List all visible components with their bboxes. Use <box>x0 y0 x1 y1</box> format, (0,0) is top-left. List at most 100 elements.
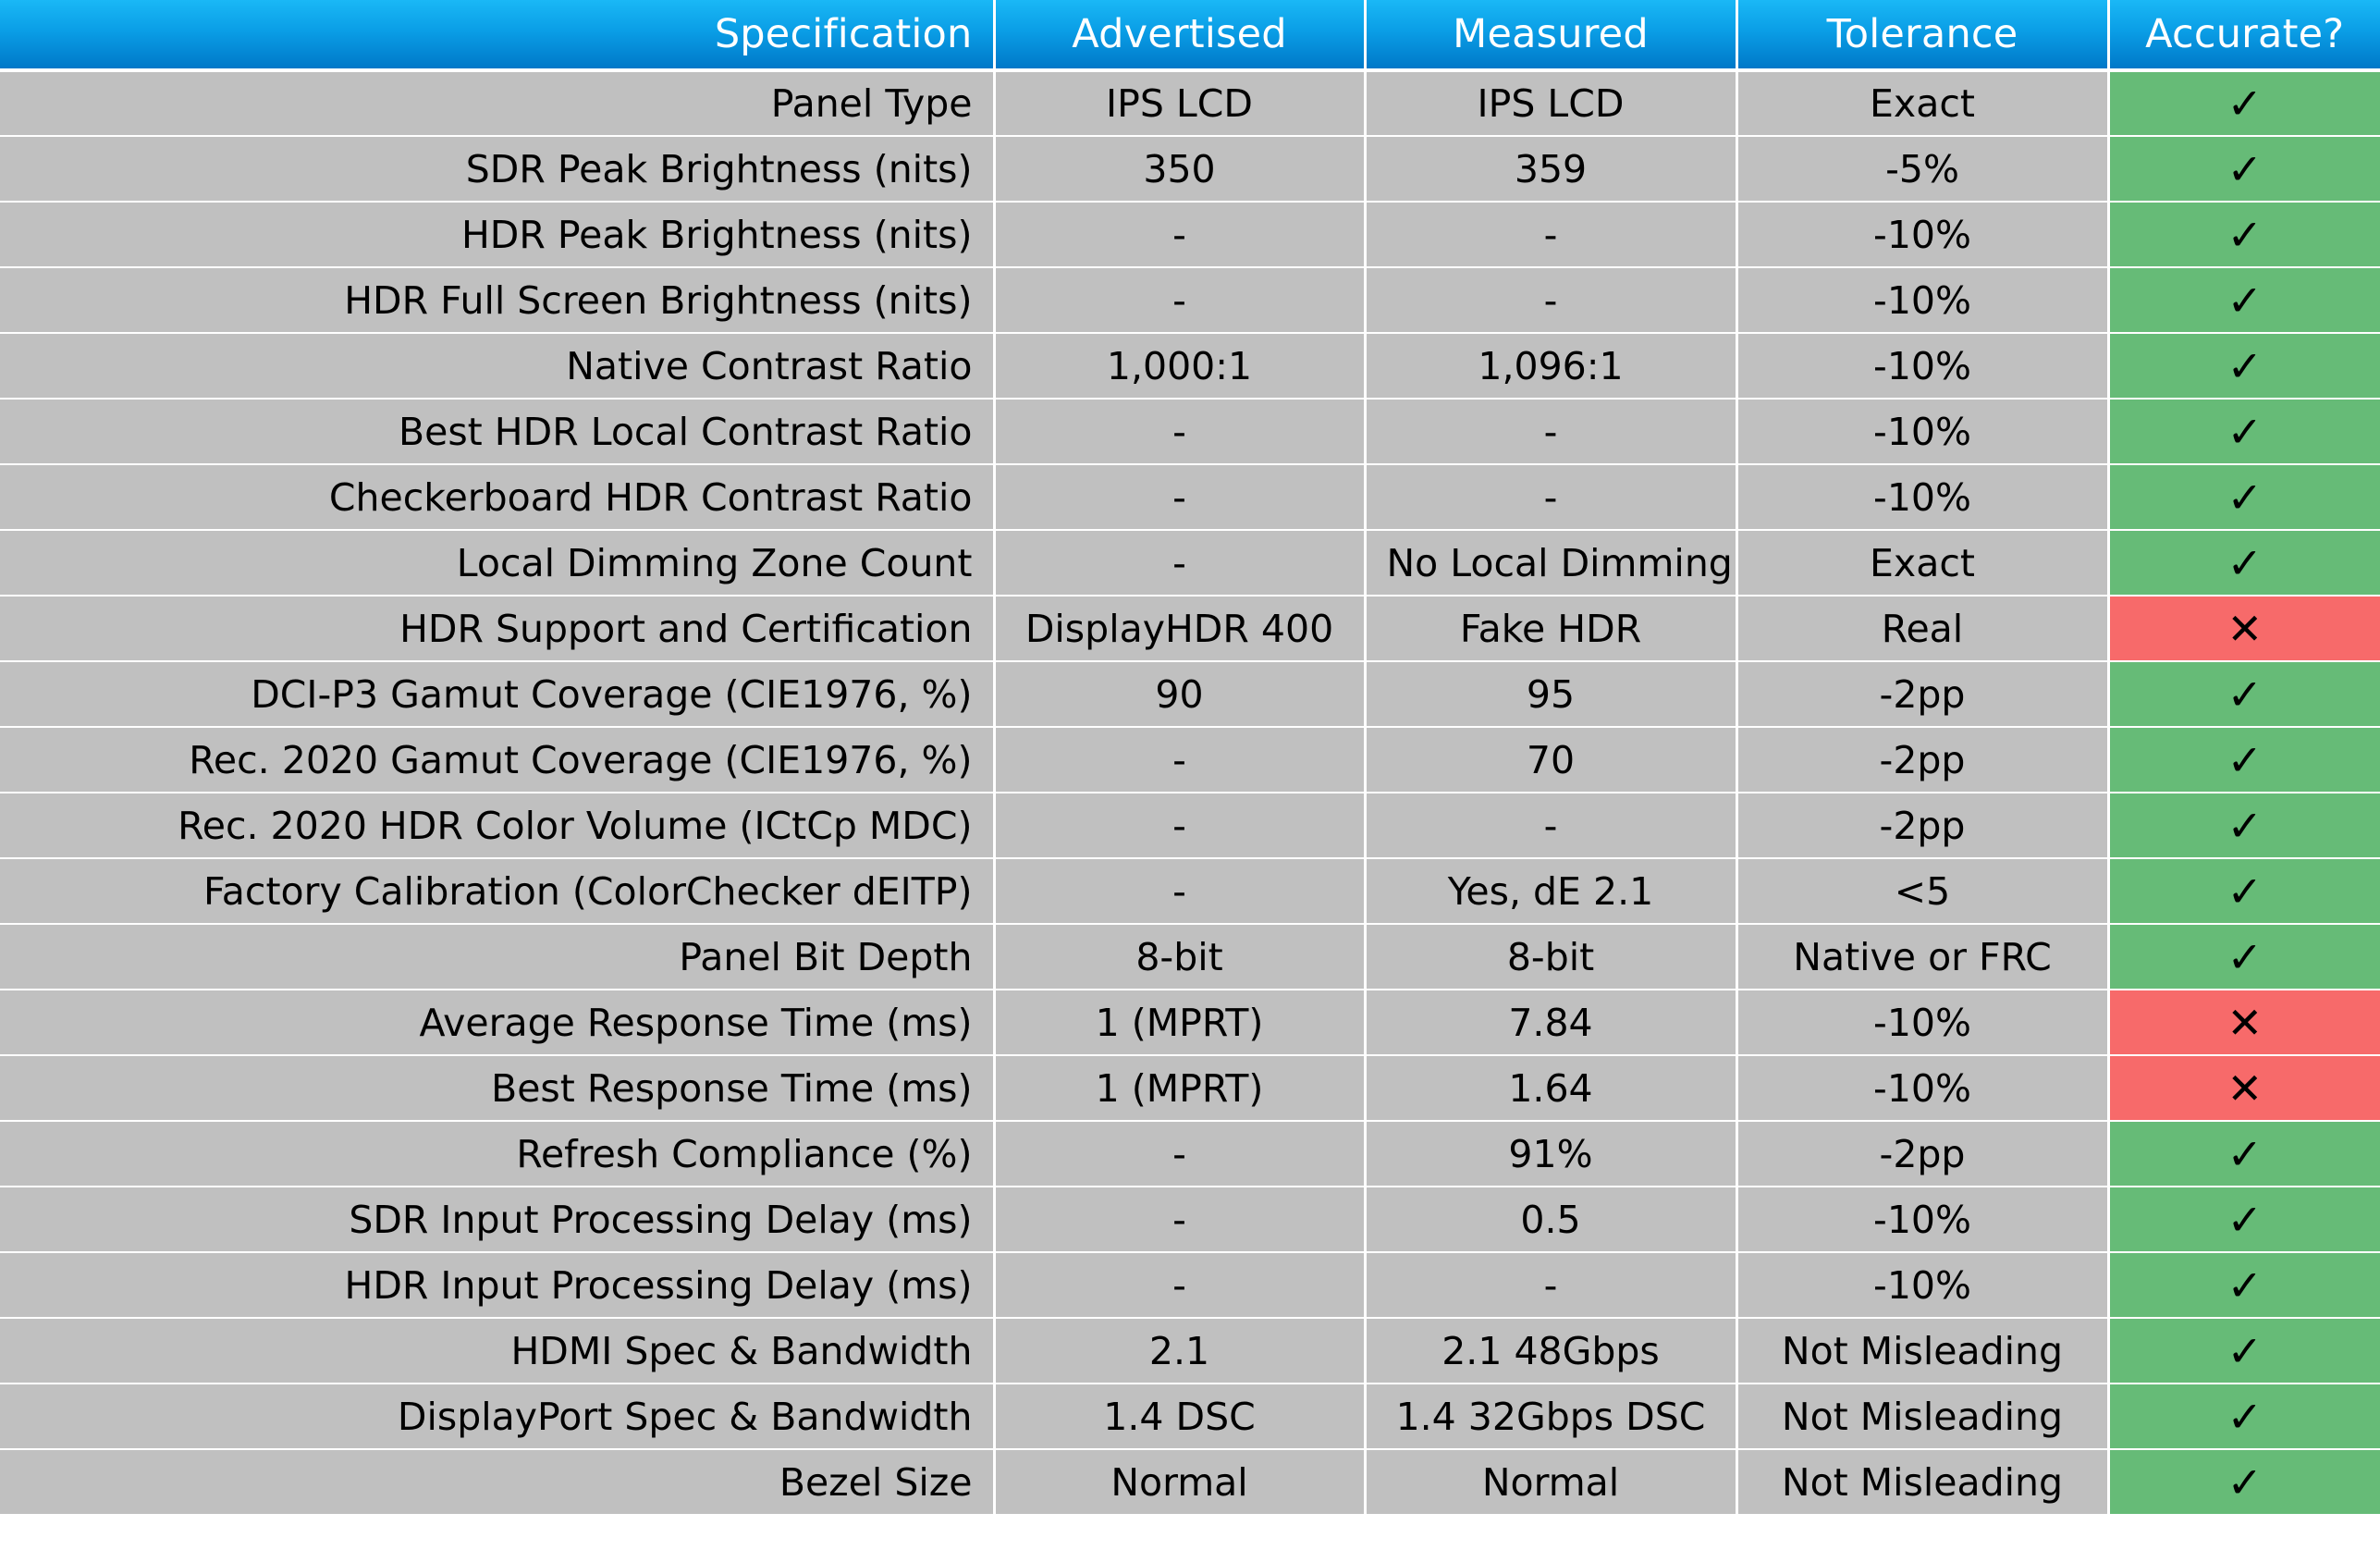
cell-specification: Best HDR Local Contrast Ratio <box>0 399 996 465</box>
table-row: Checkerboard HDR Contrast Ratio - - -10% ✓ <box>0 464 2380 531</box>
table-row: Local Dimming Zone Count - No Local Dimmin… <box>0 530 2380 597</box>
cell-measured: IPS LCD <box>1365 70 1738 137</box>
cell-measured: - <box>1365 1252 1738 1319</box>
cell-tolerance: Native or FRC <box>1736 924 2110 990</box>
cell-measured: Fake HDR <box>1365 596 1738 662</box>
cell-advertised: - <box>994 202 1367 268</box>
cell-tolerance: -10% <box>1736 1252 2110 1319</box>
cross-icon: ✕ <box>2108 1055 2380 1122</box>
cell-advertised: Normal <box>994 1449 1367 1516</box>
header-accurate: Accurate? <box>2108 0 2380 72</box>
cell-specification: Native Contrast Ratio <box>0 333 996 400</box>
checkmark-icon: ✓ <box>2108 202 2380 268</box>
header-measured: Measured <box>1365 0 1738 72</box>
cell-advertised: - <box>994 464 1367 531</box>
cell-tolerance: -2pp <box>1736 661 2110 728</box>
table-body: Panel Type IPS LCD IPS LCD Exact ✓ SDR Peak B… <box>0 70 2380 1516</box>
cell-specification: Checkerboard HDR Contrast Ratio <box>0 464 996 531</box>
table-row: HDR Input Processing Delay (ms) - - -10% ✓ <box>0 1252 2380 1319</box>
cell-tolerance: -2pp <box>1736 727 2110 793</box>
table-row: Rec. 2020 HDR Color Volume (ICtCp MDC) - -… <box>0 793 2380 859</box>
checkmark-icon: ✓ <box>2108 136 2380 203</box>
cell-measured: No Local Dimming <box>1365 530 1738 597</box>
table-row: Panel Bit Depth 8-bit 8-bit Native or FRC ✓ <box>0 924 2380 990</box>
cell-advertised: 1.4 DSC <box>994 1384 1367 1450</box>
cell-measured: 7.84 <box>1365 990 1738 1056</box>
cell-specification: HDR Peak Brightness (nits) <box>0 202 996 268</box>
cell-advertised: - <box>994 267 1367 334</box>
cell-measured: 2.1 48Gbps <box>1365 1318 1738 1384</box>
checkmark-icon: ✓ <box>2108 1252 2380 1319</box>
cell-tolerance: -10% <box>1736 333 2110 400</box>
cell-specification: HDR Support and Certification <box>0 596 996 662</box>
cell-specification: DisplayPort Spec & Bandwidth <box>0 1384 996 1450</box>
cell-advertised: 2.1 <box>994 1318 1367 1384</box>
cell-tolerance: Exact <box>1736 70 2110 137</box>
cell-tolerance: Not Misleading <box>1736 1384 2110 1450</box>
cell-measured: Yes, dE 2.1 <box>1365 858 1738 925</box>
cell-advertised: 90 <box>994 661 1367 728</box>
table-row: Average Response Time (ms) 1 (MPRT) 7.84 -1… <box>0 990 2380 1056</box>
cell-tolerance: -2pp <box>1736 1121 2110 1187</box>
table-row: HDR Support and Certification DisplayHDR … <box>0 596 2380 662</box>
cell-specification: Panel Bit Depth <box>0 924 996 990</box>
checkmark-icon: ✓ <box>2108 464 2380 531</box>
cell-advertised: 1,000:1 <box>994 333 1367 400</box>
cell-advertised: - <box>994 1121 1367 1187</box>
cell-measured: 1.4 32Gbps DSC <box>1365 1384 1738 1450</box>
cell-measured: - <box>1365 464 1738 531</box>
cell-measured: 8-bit <box>1365 924 1738 990</box>
cell-measured: - <box>1365 267 1738 334</box>
cell-measured: - <box>1365 202 1738 268</box>
checkmark-icon: ✓ <box>2108 333 2380 400</box>
cell-advertised: - <box>994 793 1367 859</box>
cell-specification: Panel Type <box>0 70 996 137</box>
table-row: SDR Input Processing Delay (ms) -0.5 -10% ✓ <box>0 1187 2380 1253</box>
cell-measured: 91% <box>1365 1121 1738 1187</box>
checkmark-icon: ✓ <box>2108 1187 2380 1253</box>
cell-advertised: - <box>994 858 1367 925</box>
cell-tolerance: -10% <box>1736 464 2110 531</box>
cell-specification: Local Dimming Zone Count <box>0 530 996 597</box>
cell-advertised: - <box>994 1252 1367 1319</box>
checkmark-icon: ✓ <box>2108 1384 2380 1450</box>
table-row: Bezel Size Normal Normal Not Misleading ✓ <box>0 1449 2380 1516</box>
cell-tolerance: -10% <box>1736 990 2110 1056</box>
cell-advertised: - <box>994 727 1367 793</box>
table-row: Best Response Time (ms) 1 (MPRT) 1.64 -10% ✕ <box>0 1055 2380 1122</box>
cell-specification: HDR Input Processing Delay (ms) <box>0 1252 996 1319</box>
header-advertised: Advertised <box>994 0 1367 72</box>
checkmark-icon: ✓ <box>2108 1318 2380 1384</box>
cell-advertised: DisplayHDR 400 <box>994 596 1367 662</box>
table-row: Rec. 2020 Gamut Coverage (CIE1976, %) -70… <box>0 727 2380 793</box>
cell-tolerance: -10% <box>1736 1187 2110 1253</box>
cell-tolerance: Not Misleading <box>1736 1449 2110 1516</box>
cell-measured: 95 <box>1365 661 1738 728</box>
cell-specification: DCI-P3 Gamut Coverage (CIE1976, %) <box>0 661 996 728</box>
cell-measured: Normal <box>1365 1449 1738 1516</box>
cell-advertised: 1 (MPRT) <box>994 990 1367 1056</box>
cell-measured: 1.64 <box>1365 1055 1738 1122</box>
cell-measured: - <box>1365 793 1738 859</box>
checkmark-icon: ✓ <box>2108 530 2380 597</box>
cell-measured: - <box>1365 399 1738 465</box>
cell-advertised: 1 (MPRT) <box>994 1055 1367 1122</box>
cell-specification: Refresh Compliance (%) <box>0 1121 996 1187</box>
cell-advertised: IPS LCD <box>994 70 1367 137</box>
cell-tolerance: -10% <box>1736 267 2110 334</box>
checkmark-icon: ✓ <box>2108 727 2380 793</box>
cell-advertised: 8-bit <box>994 924 1367 990</box>
cell-tolerance: -2pp <box>1736 793 2110 859</box>
table-row: SDR Peak Brightness (nits) 350 359 -5% ✓ <box>0 136 2380 203</box>
cell-specification: Bezel Size <box>0 1449 996 1516</box>
table-row: HDR Peak Brightness (nits) - - -10% ✓ <box>0 202 2380 268</box>
cell-tolerance: -10% <box>1736 1055 2110 1122</box>
checkmark-icon: ✓ <box>2108 858 2380 925</box>
checkmark-icon: ✓ <box>2108 70 2380 137</box>
cell-measured: 359 <box>1365 136 1738 203</box>
checkmark-icon: ✓ <box>2108 1121 2380 1187</box>
cell-specification: Rec. 2020 Gamut Coverage (CIE1976, %) <box>0 727 996 793</box>
checkmark-icon: ✓ <box>2108 399 2380 465</box>
cell-advertised: - <box>994 1187 1367 1253</box>
cell-tolerance: -5% <box>1736 136 2110 203</box>
